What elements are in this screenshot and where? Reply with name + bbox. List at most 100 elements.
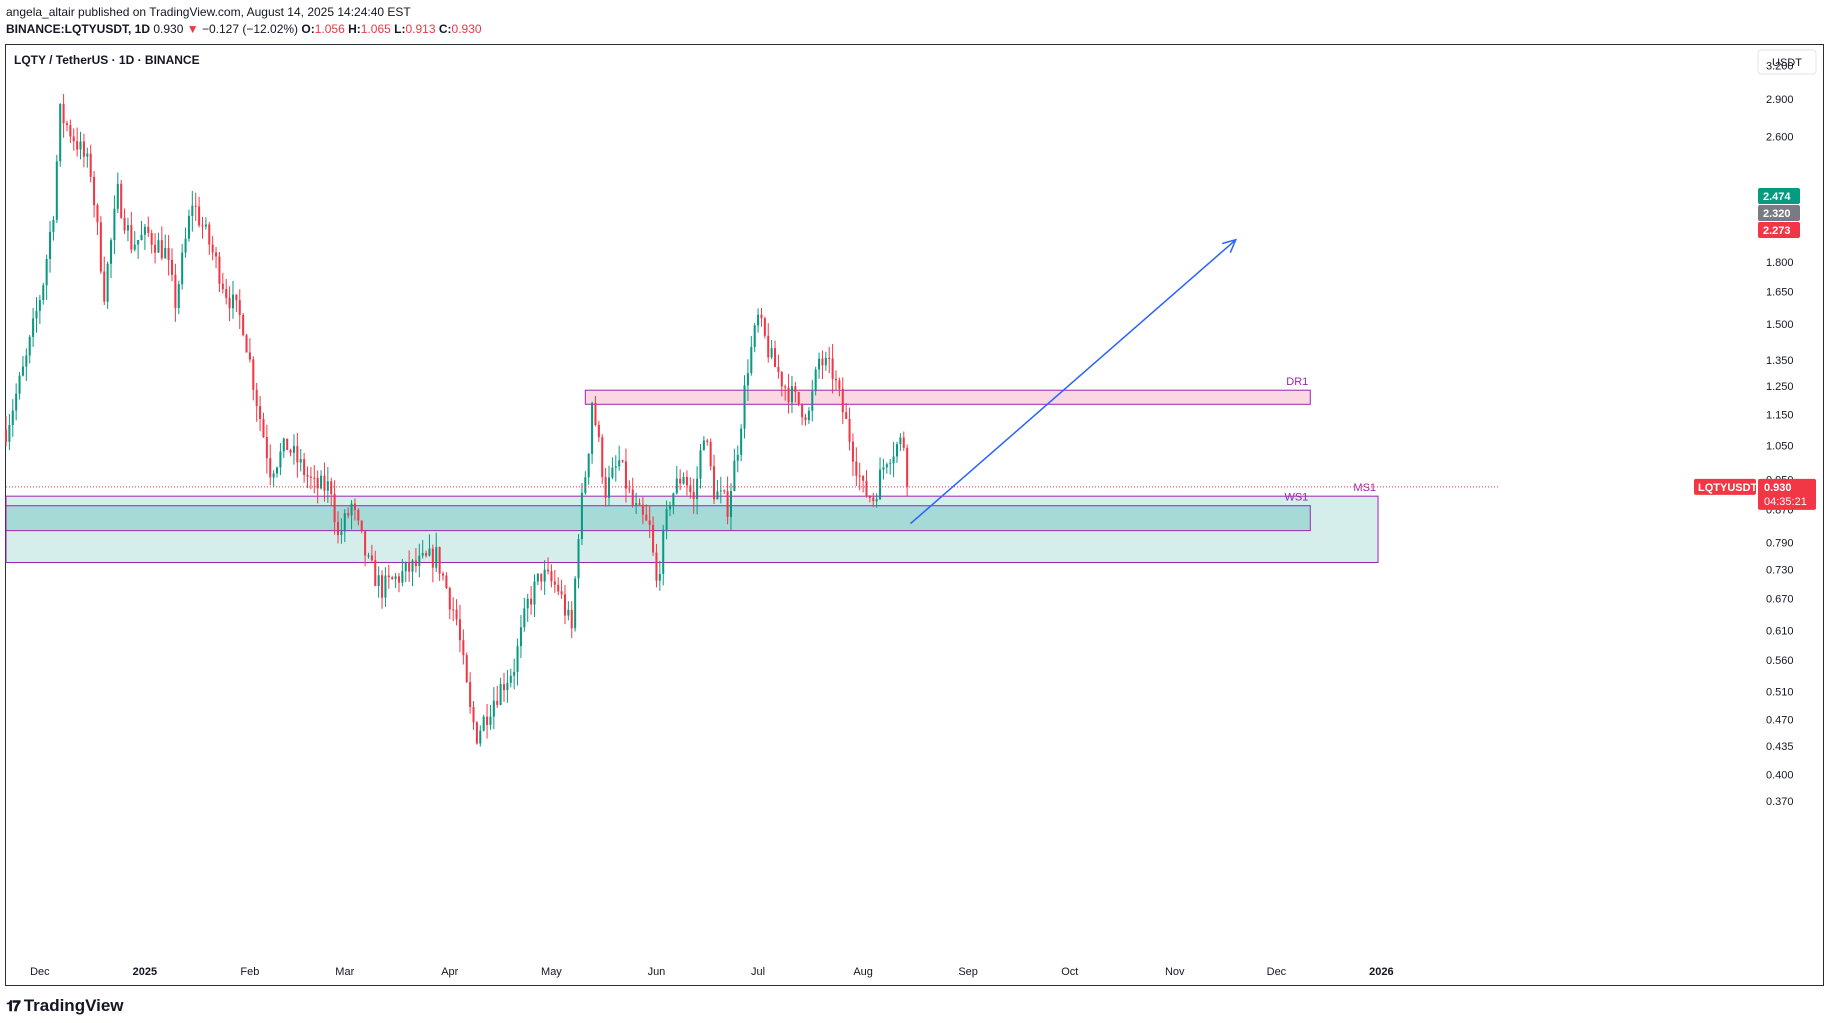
candle-body bbox=[682, 476, 685, 484]
last-price: 0.930 bbox=[153, 22, 184, 36]
candle-body bbox=[265, 436, 268, 459]
candle-body bbox=[269, 458, 272, 478]
price-badge-value: 2.474 bbox=[1763, 191, 1791, 203]
candle-body bbox=[32, 318, 35, 337]
candle-body bbox=[604, 477, 607, 498]
currency-label: USDT bbox=[1772, 57, 1802, 69]
candle-body bbox=[645, 514, 648, 521]
candle-body bbox=[381, 575, 384, 598]
candle-body bbox=[374, 560, 377, 586]
candle-body bbox=[709, 441, 712, 467]
candle-body bbox=[187, 216, 190, 239]
candle-body bbox=[228, 297, 231, 309]
candle-body bbox=[865, 480, 868, 497]
candle-body bbox=[807, 410, 810, 421]
candle-body bbox=[62, 104, 65, 124]
candle-body bbox=[93, 176, 96, 206]
time-axis[interactable]: Dec 2025 Feb Mar Apr May Jun Jul Aug Sep Oct Nov Dec… bbox=[30, 966, 1394, 978]
candle-body bbox=[404, 562, 407, 572]
candle-body bbox=[313, 477, 316, 479]
candle-body bbox=[746, 373, 749, 386]
candle-body bbox=[851, 441, 854, 462]
candle-body bbox=[492, 700, 495, 717]
candle-body bbox=[160, 240, 163, 259]
candle-body bbox=[201, 225, 204, 227]
time-tick-label: Oct bbox=[1061, 966, 1078, 978]
candle-body bbox=[340, 531, 343, 535]
candle-body bbox=[442, 573, 445, 576]
candle-body bbox=[513, 671, 516, 676]
candle-body bbox=[706, 440, 709, 442]
candle-body bbox=[154, 244, 157, 253]
low-label: L: bbox=[394, 22, 406, 36]
price-tick-label: 2.900 bbox=[1766, 94, 1794, 106]
candle-body bbox=[641, 504, 644, 515]
candle-body bbox=[272, 473, 275, 478]
candle-body bbox=[45, 258, 48, 286]
candle-body bbox=[82, 141, 85, 157]
candle-body bbox=[743, 385, 746, 429]
candle-body bbox=[35, 310, 38, 319]
candle-body bbox=[828, 357, 831, 359]
currency-box[interactable] bbox=[1757, 49, 1817, 75]
candle-body bbox=[831, 358, 834, 380]
candle-body bbox=[320, 475, 323, 489]
price-badge bbox=[1758, 222, 1800, 238]
price-tick-label: 1.500 bbox=[1766, 319, 1794, 331]
candle-body bbox=[103, 271, 106, 302]
candle-body bbox=[530, 598, 533, 605]
candle-body bbox=[889, 463, 892, 465]
candle-body bbox=[448, 588, 451, 610]
zone-dr1 bbox=[584, 389, 1311, 405]
candle-body bbox=[204, 224, 207, 227]
candle-body bbox=[685, 476, 688, 486]
price-tick-label: 1.800 bbox=[1766, 257, 1794, 269]
candle-body bbox=[299, 459, 302, 463]
candle-body bbox=[367, 555, 370, 557]
candle-body bbox=[567, 609, 570, 616]
candle-body bbox=[259, 406, 262, 420]
candle-body bbox=[760, 314, 763, 319]
candle-body bbox=[255, 389, 258, 407]
price-tick-label: 3.200 bbox=[1766, 61, 1794, 73]
candle-body bbox=[143, 226, 146, 235]
candle-body bbox=[821, 358, 824, 366]
close-value: 0.930 bbox=[451, 22, 482, 36]
candle-body bbox=[59, 104, 62, 162]
candle-body bbox=[113, 208, 116, 241]
candle-body bbox=[425, 552, 428, 556]
price-axis[interactable]: 3.2002.9002.6002.2002.0001.8001.6501.500… bbox=[1766, 61, 1794, 808]
low-value: 0.913 bbox=[405, 22, 436, 36]
candle-body bbox=[523, 608, 526, 628]
candle-body bbox=[242, 315, 245, 336]
candle-body bbox=[438, 546, 441, 574]
candle-body bbox=[608, 477, 611, 498]
candle-body bbox=[618, 460, 621, 467]
candle-body bbox=[221, 283, 224, 289]
candle-body bbox=[286, 438, 289, 450]
candle-body bbox=[72, 136, 75, 142]
candle-body bbox=[123, 217, 126, 231]
candle-body bbox=[472, 706, 475, 723]
candle-body bbox=[628, 488, 631, 490]
candle-body bbox=[170, 259, 174, 275]
candle-body bbox=[818, 358, 821, 370]
candle-body bbox=[428, 548, 431, 556]
candle-body bbox=[279, 451, 282, 468]
candle-body bbox=[587, 453, 590, 478]
candle-body bbox=[655, 552, 658, 581]
candle-body bbox=[848, 418, 851, 442]
candle-body bbox=[106, 263, 109, 302]
trend-arrow-head-icon bbox=[1222, 238, 1238, 253]
time-tick-label: May bbox=[541, 966, 562, 978]
zone-label-ws1: WS1 bbox=[1284, 492, 1308, 504]
candle-body bbox=[834, 379, 838, 381]
candle-body bbox=[774, 348, 777, 367]
price-tick-label: 0.400 bbox=[1766, 769, 1794, 781]
price-chart[interactable]: LQTY / TetherUS · 1D · BINANCE USDT DR1 M… bbox=[0, 0, 1829, 990]
candle-body bbox=[719, 490, 722, 492]
candle-body bbox=[79, 141, 82, 150]
candle-body bbox=[52, 219, 55, 232]
candle-body bbox=[574, 578, 577, 629]
candle-body bbox=[668, 505, 672, 510]
